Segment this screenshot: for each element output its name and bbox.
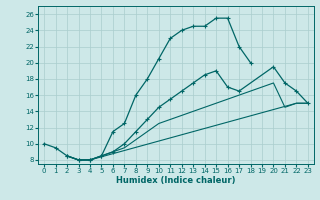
X-axis label: Humidex (Indice chaleur): Humidex (Indice chaleur) [116, 176, 236, 185]
